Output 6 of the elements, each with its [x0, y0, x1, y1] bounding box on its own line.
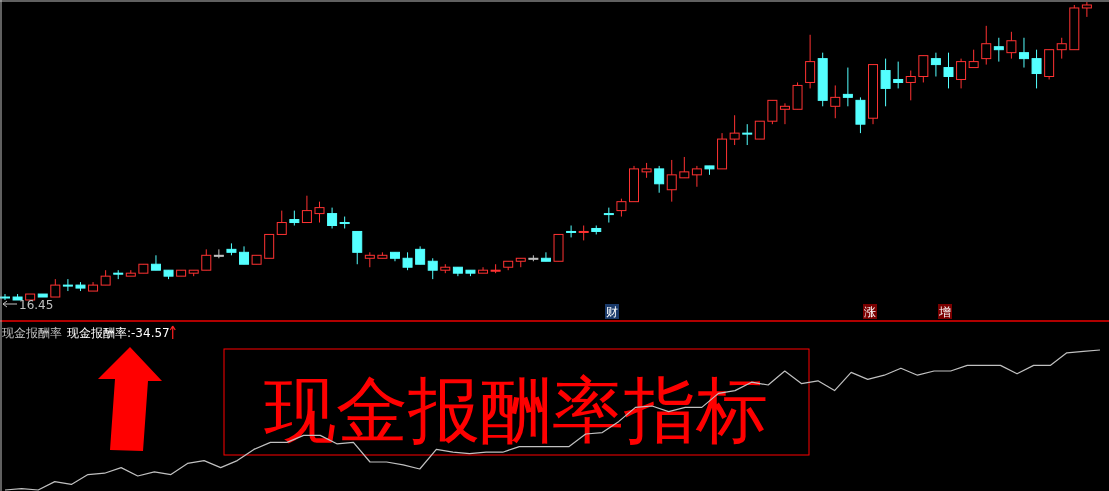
chart-subtitle: 现金报酬率:-34.57 — [67, 326, 170, 340]
chart-title: 现金报酬率 — [2, 326, 62, 340]
text: 财 — [606, 305, 618, 319]
text: 涨 — [864, 305, 876, 319]
annotation: 16.45 — [19, 298, 54, 312]
text: 增 — [938, 305, 951, 319]
